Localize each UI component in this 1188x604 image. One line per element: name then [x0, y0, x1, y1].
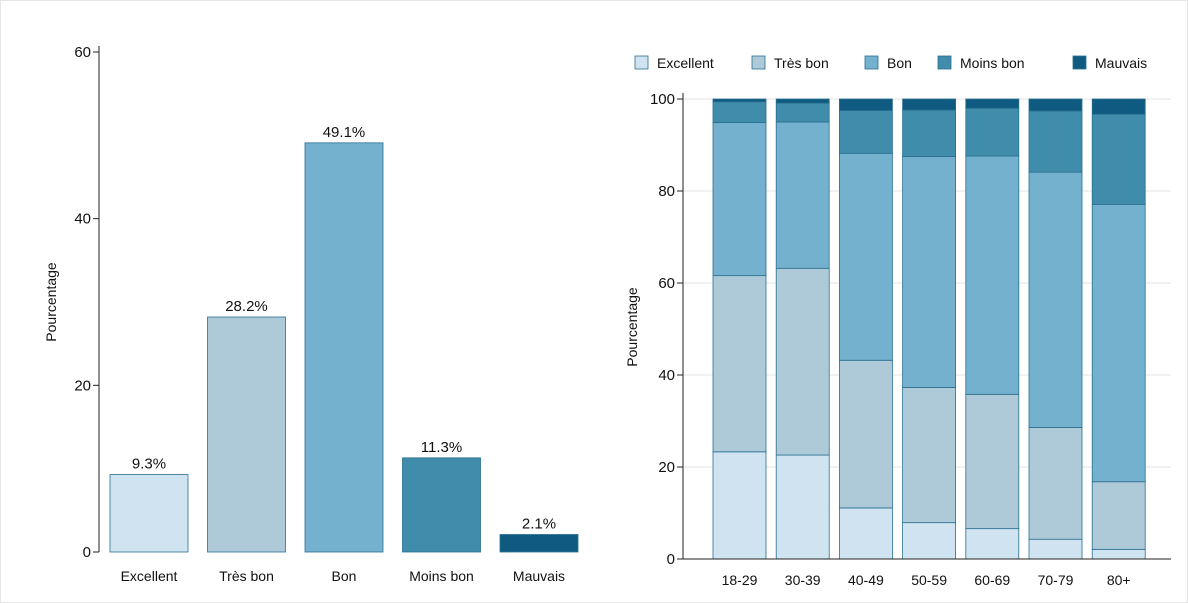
- stack-segment-moins-bon-18-29: [712, 101, 767, 123]
- legend-label: Moins bon: [960, 55, 1025, 71]
- bar-mauvais: [499, 534, 579, 553]
- stack-segment-excellent-70-79: [1028, 538, 1083, 560]
- health-by-age-stacked-chart: 0 20 40 60 80 100 Pourcentage 18-29 30-39 40-49 50…: [624, 55, 1171, 588]
- bar-value-label: 9.3%: [132, 456, 166, 473]
- stack-segment-excellent-80: [1091, 548, 1146, 560]
- stack-segment-moins-bon-70-79: [1028, 110, 1083, 173]
- bar-bon: [304, 142, 384, 553]
- legend-swatch: [937, 55, 952, 70]
- stack-segment-tr-s-bon-70-79: [1028, 427, 1083, 540]
- stack-segment-mauvais-70-79: [1028, 98, 1083, 112]
- stack-segment-mauvais-60-69: [965, 98, 1020, 109]
- y-axis-title: Pourcentage: [624, 287, 640, 367]
- x-tick-label: Moins bon: [409, 568, 474, 584]
- y-tick-label: 40: [74, 211, 91, 228]
- y-axis-title: Pourcentage: [43, 262, 59, 342]
- x-tick-label: Très bon: [219, 568, 274, 584]
- stack-segment-moins-bon-30-39: [775, 102, 830, 123]
- legend-label: Mauvais: [1095, 55, 1147, 71]
- stack-segment-bon-70-79: [1028, 171, 1083, 428]
- legend-label: Bon: [887, 55, 912, 71]
- y-tick-label: 20: [74, 377, 91, 394]
- y-tick-label: 0: [667, 551, 675, 568]
- stack-segment-bon-40-49: [839, 152, 893, 361]
- bar-value-label: 28.2%: [225, 298, 268, 315]
- stack-segment-bon-80: [1091, 203, 1146, 483]
- bar-moins-bon: [402, 457, 481, 553]
- x-tick-label: 80+: [1107, 572, 1131, 588]
- y-tick-label: 20: [658, 459, 675, 476]
- y-tick-label: 60: [658, 275, 675, 292]
- legend-item-excellent: Excellent: [634, 55, 714, 71]
- stack-segment-tr-s-bon-80: [1091, 481, 1146, 550]
- legend-item-bon: Bon: [864, 55, 912, 71]
- stack-segment-mauvais-40-49: [839, 98, 893, 111]
- stack-segment-moins-bon-50-59: [902, 109, 956, 157]
- stack-segment-moins-bon-60-69: [965, 107, 1020, 157]
- legend-label: Excellent: [657, 55, 714, 71]
- stack-segment-excellent-60-69: [965, 528, 1020, 560]
- stack-segment-bon-50-59: [902, 156, 956, 388]
- stack-segment-mauvais-50-59: [902, 98, 956, 111]
- x-tick-label: 60-69: [974, 572, 1010, 588]
- y-tick-label: 80: [658, 183, 675, 200]
- stack-segment-moins-bon-40-49: [839, 110, 893, 154]
- stack-segment-tr-s-bon-30-39: [775, 267, 830, 456]
- legend-swatch: [634, 55, 649, 70]
- legend-item-moins-bon: Moins bon: [937, 55, 1025, 71]
- x-tick-label: Bon: [332, 568, 357, 584]
- bar-tr-s-bon: [207, 316, 286, 553]
- stack-segment-excellent-50-59: [902, 522, 956, 560]
- y-tick-label: 0: [83, 544, 91, 561]
- legend-swatch: [864, 55, 879, 70]
- x-tick-label: 40-49: [848, 572, 884, 588]
- x-tick-label: Excellent: [121, 568, 178, 584]
- stack-segment-excellent-18-29: [712, 451, 767, 560]
- legend-item-tr-s-bon: Très bon: [751, 55, 829, 71]
- stack-segment-mauvais-30-39: [775, 98, 830, 104]
- legend-swatch: [1072, 55, 1087, 70]
- bar-excellent: [109, 474, 189, 553]
- legend-label: Très bon: [774, 55, 829, 71]
- x-tick-label: 50-59: [911, 572, 947, 588]
- x-tick-label: 30-39: [785, 572, 821, 588]
- x-tick-label: Mauvais: [513, 568, 565, 584]
- stack-segment-bon-30-39: [775, 121, 830, 269]
- stack-segment-tr-s-bon-40-49: [839, 359, 893, 509]
- stack-segment-mauvais-80: [1091, 98, 1146, 115]
- stack-segment-moins-bon-80: [1091, 113, 1146, 205]
- stack-segment-excellent-30-39: [775, 454, 830, 560]
- bar-value-label: 2.1%: [522, 516, 556, 533]
- legend-item-mauvais: Mauvais: [1072, 55, 1147, 71]
- stack-segment-excellent-40-49: [839, 507, 893, 560]
- y-tick-label: 60: [74, 44, 91, 61]
- legend-swatch: [751, 55, 766, 70]
- y-tick-label: 40: [658, 367, 675, 384]
- stack-segment-tr-s-bon-18-29: [712, 275, 767, 453]
- overall-health-bar-chart: 0 20 40 60 Pourcentage 9.3% Excellent 28.2% Très…: [43, 44, 579, 584]
- stack-segment-tr-s-bon-60-69: [965, 393, 1020, 530]
- stack-segment-bon-60-69: [965, 155, 1020, 395]
- y-tick-label: 100: [650, 91, 675, 108]
- bar-value-label: 11.3%: [421, 439, 462, 456]
- bar-value-label: 49.1%: [323, 124, 366, 141]
- x-tick-label: 18-29: [722, 572, 758, 588]
- stack-segment-tr-s-bon-50-59: [902, 387, 956, 524]
- stack-segment-bon-18-29: [712, 122, 767, 277]
- x-tick-label: 70-79: [1038, 572, 1074, 588]
- stack-segment-mauvais-18-29: [712, 98, 767, 103]
